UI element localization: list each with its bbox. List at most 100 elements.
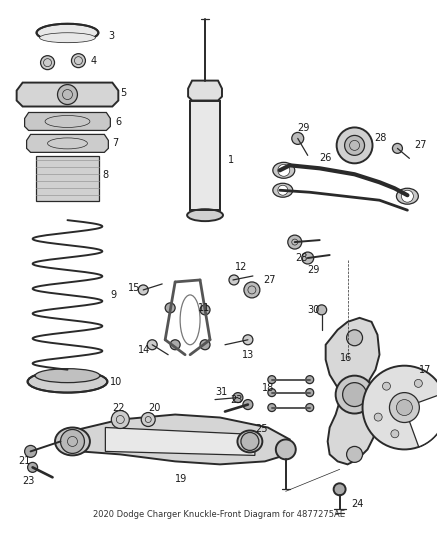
- Circle shape: [306, 376, 314, 384]
- Ellipse shape: [273, 183, 293, 197]
- Text: 12: 12: [235, 262, 247, 272]
- Polygon shape: [60, 415, 290, 464]
- Circle shape: [276, 439, 296, 459]
- Text: 3: 3: [108, 31, 114, 41]
- Text: 2020 Dodge Charger Knuckle-Front Diagram for 4877275AE: 2020 Dodge Charger Knuckle-Front Diagram…: [93, 510, 345, 519]
- Circle shape: [268, 403, 276, 411]
- Circle shape: [414, 379, 422, 387]
- Circle shape: [396, 400, 413, 416]
- Text: 20: 20: [148, 402, 161, 413]
- Ellipse shape: [273, 163, 295, 178]
- Circle shape: [374, 413, 382, 421]
- Text: 23: 23: [23, 477, 35, 486]
- Circle shape: [389, 393, 419, 423]
- Text: 29: 29: [298, 124, 310, 133]
- Circle shape: [306, 389, 314, 397]
- Ellipse shape: [39, 33, 95, 43]
- Text: 17: 17: [419, 365, 432, 375]
- Circle shape: [278, 164, 290, 176]
- Circle shape: [392, 143, 403, 154]
- Circle shape: [71, 54, 85, 68]
- Polygon shape: [27, 134, 108, 152]
- Circle shape: [200, 340, 210, 350]
- Text: 11: 11: [198, 303, 210, 313]
- Text: 31: 31: [215, 386, 227, 397]
- Circle shape: [28, 462, 38, 472]
- Text: 9: 9: [110, 290, 117, 300]
- Text: 26: 26: [320, 154, 332, 163]
- Bar: [35, 156, 99, 201]
- Ellipse shape: [187, 209, 223, 221]
- Circle shape: [345, 135, 364, 155]
- Circle shape: [25, 446, 37, 457]
- Circle shape: [138, 285, 148, 295]
- Text: 10: 10: [110, 377, 123, 386]
- Ellipse shape: [55, 427, 90, 455]
- Polygon shape: [326, 318, 379, 464]
- Circle shape: [57, 85, 78, 104]
- Bar: [190, 101, 220, 210]
- Ellipse shape: [396, 188, 418, 204]
- Circle shape: [346, 447, 363, 462]
- Ellipse shape: [35, 369, 100, 383]
- Circle shape: [243, 335, 253, 345]
- Circle shape: [337, 127, 372, 163]
- Text: 14: 14: [138, 345, 151, 355]
- Text: 1: 1: [228, 155, 234, 165]
- Circle shape: [317, 305, 327, 315]
- Circle shape: [401, 190, 413, 202]
- Polygon shape: [106, 427, 255, 455]
- Circle shape: [243, 400, 253, 409]
- Circle shape: [147, 340, 157, 350]
- Polygon shape: [25, 112, 110, 131]
- Circle shape: [60, 430, 85, 454]
- Text: 8: 8: [102, 170, 109, 180]
- Circle shape: [229, 275, 239, 285]
- Text: 15: 15: [128, 283, 141, 293]
- Circle shape: [363, 366, 438, 449]
- Circle shape: [306, 403, 314, 411]
- Circle shape: [200, 305, 210, 315]
- Circle shape: [268, 389, 276, 397]
- Polygon shape: [17, 83, 118, 107]
- Circle shape: [382, 382, 390, 390]
- Text: 5: 5: [120, 87, 127, 98]
- Text: 27: 27: [263, 275, 276, 285]
- Circle shape: [141, 413, 155, 426]
- Circle shape: [346, 330, 363, 346]
- Circle shape: [241, 432, 259, 450]
- Text: 28: 28: [374, 133, 387, 143]
- Circle shape: [268, 376, 276, 384]
- Circle shape: [302, 252, 314, 264]
- Ellipse shape: [336, 376, 374, 414]
- Circle shape: [41, 55, 54, 70]
- Text: 4: 4: [90, 55, 96, 66]
- Text: 6: 6: [115, 117, 121, 127]
- Polygon shape: [188, 80, 222, 101]
- Circle shape: [343, 383, 367, 407]
- Circle shape: [170, 340, 180, 350]
- Circle shape: [391, 430, 399, 438]
- Text: 7: 7: [112, 139, 119, 148]
- Circle shape: [244, 282, 260, 298]
- Circle shape: [233, 393, 243, 402]
- Text: 24: 24: [352, 499, 364, 509]
- Text: 13: 13: [242, 350, 254, 360]
- Circle shape: [292, 132, 304, 144]
- Text: 18: 18: [262, 383, 274, 393]
- Text: 29: 29: [308, 265, 320, 275]
- Wedge shape: [404, 393, 438, 447]
- Circle shape: [278, 185, 288, 195]
- Text: 28: 28: [295, 253, 307, 263]
- Text: 21: 21: [19, 456, 31, 466]
- Text: 25: 25: [255, 424, 267, 434]
- Circle shape: [288, 235, 302, 249]
- Text: 22: 22: [112, 402, 125, 413]
- Ellipse shape: [237, 431, 262, 453]
- Text: 30: 30: [308, 305, 320, 315]
- Text: 16: 16: [339, 353, 352, 363]
- Circle shape: [334, 483, 346, 495]
- Ellipse shape: [28, 370, 107, 393]
- Text: 23: 23: [230, 394, 242, 405]
- Text: 27: 27: [414, 140, 427, 150]
